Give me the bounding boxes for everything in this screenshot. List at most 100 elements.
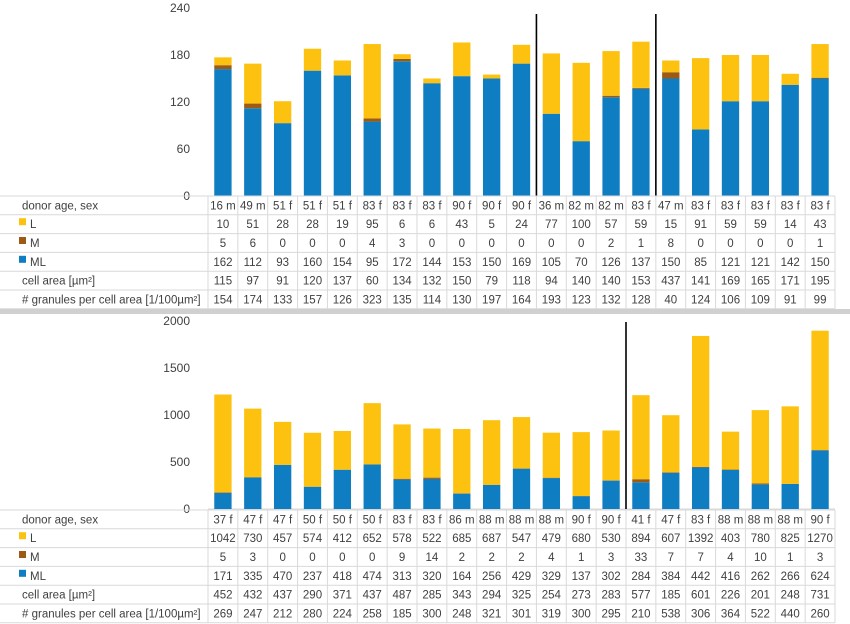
table-cell-granules: 300 [572,608,591,620]
bar-segment-ml [363,121,381,196]
bar-segment-m [632,87,650,89]
table-cell-series-ml: 429 [512,571,531,583]
table-cell-cell-area: 169 [721,276,740,288]
table-cell-cell-area: 226 [721,590,740,602]
bar-segment-m [244,103,262,109]
bar-segment-l [393,54,411,59]
table-cell-cell-area: 201 [751,590,770,602]
y-tick-label: 120 [170,95,190,109]
bar-segment-m [602,95,620,98]
table-cell-series-ml: 95 [366,257,379,269]
row-label-series-l: L [30,219,37,231]
y-tick-label: 500 [170,455,190,469]
legend-key-series-m [19,237,26,244]
table-cell-series-l: 59 [724,219,737,231]
bar-segment-ml [273,464,292,509]
bar-segment-m [393,478,411,480]
bar-segment-l [244,408,262,478]
bar-segment-ml [662,472,680,509]
table-cell-series-l: 91 [694,219,707,231]
table-cell-series-ml: 144 [422,257,442,269]
table-cell-granules: 212 [273,608,292,620]
table-cell-granules: 40 [664,294,677,306]
bar-segment-ml [751,484,770,509]
row-label-category: donor age, sex [22,514,98,526]
table-cell-series-l: 19 [336,219,349,231]
table-cell-series-m: 0 [309,552,315,564]
table-cell-category: 88 m [509,514,535,526]
table-cell-category: 83 f [781,200,801,212]
table-cell-granules: 364 [721,608,741,620]
table-cell-category: 47 f [243,514,263,526]
bar-segment-ml [602,480,620,509]
bar-segment-ml [572,141,590,196]
table-cell-cell-area: 118 [512,276,530,288]
bar-segment-ml [751,101,770,196]
table-cell-category: 49 m [240,200,266,212]
table-cell-category: 83 f [691,200,711,212]
bar-segment-ml [512,468,531,509]
table-cell-category: 88 m [479,514,505,526]
table-cell-series-m: 0 [339,238,345,250]
bar-segment-ml [691,467,710,509]
table-cell-cell-area: 283 [601,590,620,602]
table-cell-series-ml: 160 [303,257,322,269]
table-cell-series-l: 530 [601,533,620,545]
table-cell-series-l: 574 [303,533,323,545]
table-cell-granules: 135 [392,294,411,306]
bar-segment-ml [453,76,471,196]
row-label-series-ml: ML [30,571,47,583]
table-cell-series-ml: 302 [601,571,620,583]
bar-segment-l [811,330,829,451]
bar-segment-m [214,65,232,70]
table-cell-cell-area: 141 [691,276,710,288]
table-cell-granules: 91 [784,294,797,306]
table-cell-series-ml: 320 [422,571,441,583]
bar-segment-ml [632,482,650,509]
table-cell-cell-area: 577 [631,590,650,602]
table-cell-category: 41 f [631,514,651,526]
table-cell-category: 88 m [539,514,565,526]
row-label-granules: # granules per cell area [1/100µm²] [22,294,201,306]
table-cell-granules: 124 [691,294,711,306]
table-cell-granules: 224 [333,608,353,620]
table-cell-series-m: 0 [548,238,554,250]
table-cell-cell-area: 294 [482,590,502,602]
table-cell-series-ml: 121 [721,257,740,269]
table-cell-series-ml: 418 [333,571,352,583]
table-cell-cell-area: 165 [751,276,770,288]
table-cell-series-m: 0 [518,238,524,250]
bar-segment-l [393,424,411,479]
legend-key-series-ml [19,255,26,263]
y-tick-label: 180 [170,48,190,62]
bar-segment-l [781,73,799,85]
bar-segment-l [691,58,710,130]
table-cell-series-m: 1 [817,238,823,250]
bar-segment-ml [303,486,322,509]
table-cell-series-l: 28 [276,219,289,231]
bar-segment-l [721,55,740,102]
bottom-chart-panel: 0 500 1000 1500 2000 donor age, sex 37 f 47 f 47… [0,314,850,624]
bar-segment-l [602,430,620,481]
row-label-cell-area: cell area [µm²] [22,590,95,602]
bar-segment-ml [542,478,561,509]
table-cell-series-m: 0 [727,238,733,250]
table-cell-series-m: 2 [608,238,614,250]
table-cell-granules: 132 [601,294,620,306]
bar-segment-l [453,42,471,77]
table-cell-category: 50 f [333,514,353,526]
table-cell-cell-area: 273 [572,590,591,602]
bar-segment-ml [632,88,650,196]
table-cell-cell-area: 132 [422,276,441,288]
bar-segment-m [632,479,650,483]
bar-segment-l [542,53,561,114]
table-cell-series-m: 0 [488,238,494,250]
bar-segment-ml [214,69,232,196]
table-cell-series-l: 680 [572,533,591,545]
table-cell-series-l: 652 [363,533,382,545]
bar-segment-l [662,60,680,73]
table-cell-series-m: 0 [459,238,465,250]
bar-segment-l [781,406,799,484]
bar-segment-m [662,472,680,473]
